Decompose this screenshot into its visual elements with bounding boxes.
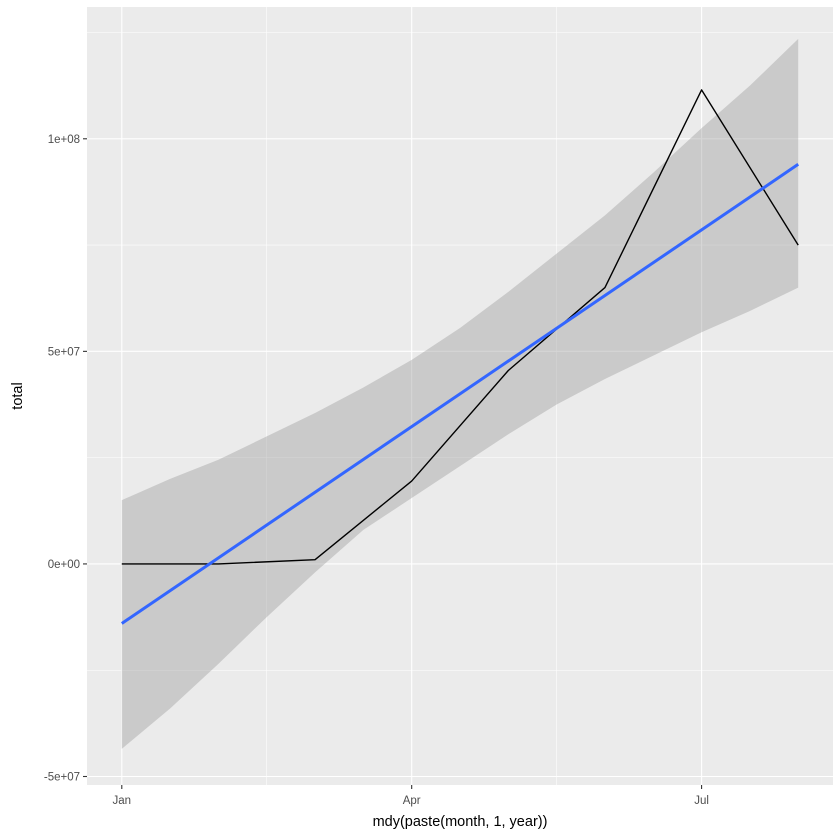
fit-line	[120, 163, 800, 625]
y-axis-title: total	[10, 382, 26, 409]
x-axis-title: mdy(paste(month, 1, year))	[373, 814, 548, 830]
x-tick-label: Apr	[403, 795, 421, 807]
fit-line-layer	[120, 163, 800, 625]
y-tick-label: -5e+07	[44, 771, 80, 783]
data-line-layer	[121, 89, 799, 565]
x-axis: Jan Apr Jul	[113, 785, 709, 807]
y-axis: -5e+07 0e+00 5e+07 1e+08	[44, 134, 87, 783]
plot-panel	[87, 7, 833, 785]
y-tick-label: 1e+08	[48, 134, 80, 146]
minor-gridlines	[87, 7, 833, 785]
x-tick-label: Jul	[694, 795, 709, 807]
series-line	[121, 89, 799, 565]
y-tick-label: 5e+07	[48, 346, 80, 358]
x-tick-label: Jan	[113, 795, 132, 807]
y-tick-label: 0e+00	[48, 559, 80, 571]
